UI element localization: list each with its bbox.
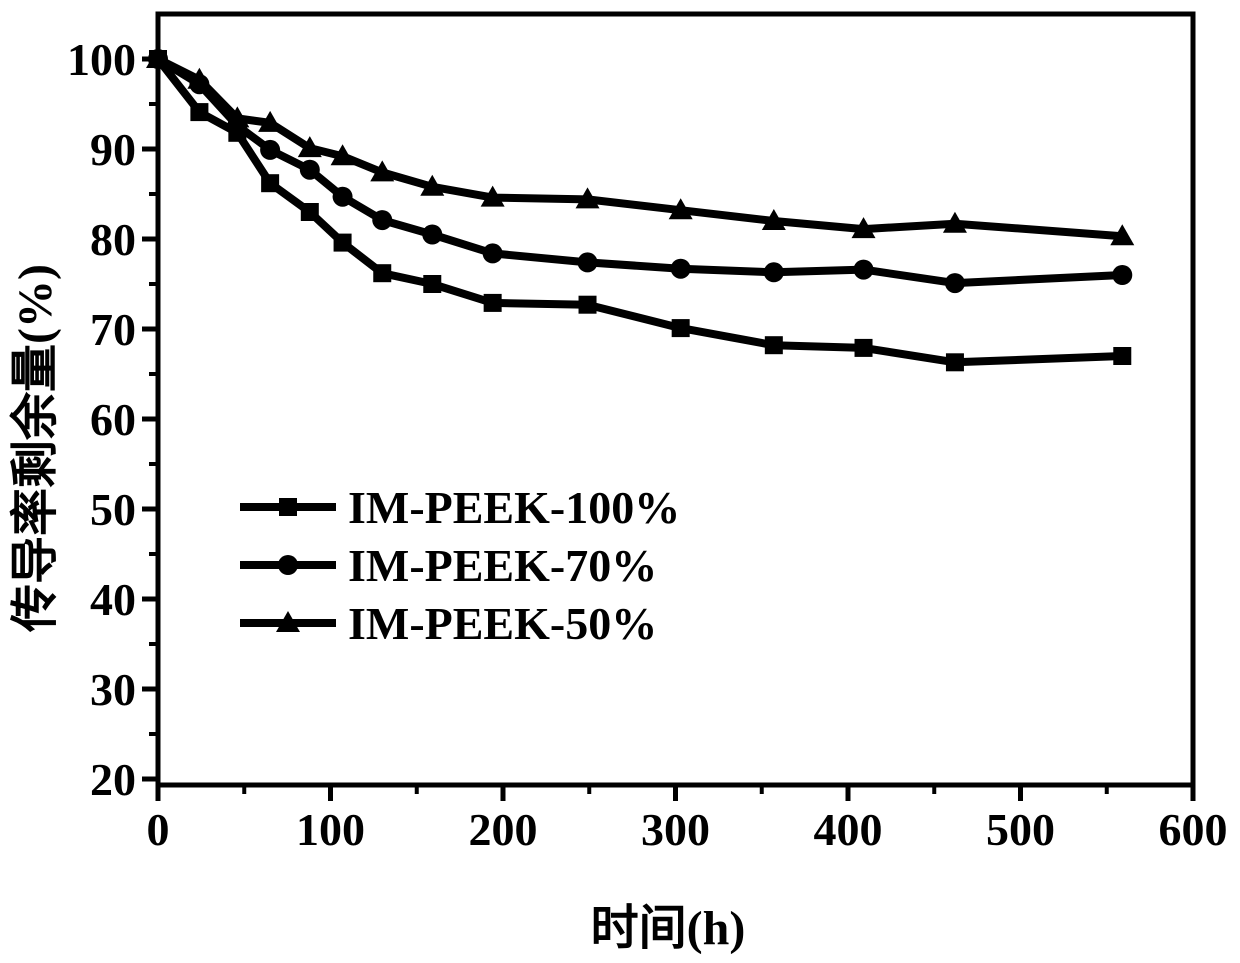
- x-tick-label: 0: [147, 804, 170, 855]
- marker-circle: [482, 243, 503, 264]
- marker-square: [1113, 347, 1132, 365]
- marker-circle: [372, 210, 393, 231]
- marker-circle: [332, 186, 353, 207]
- marker-square: [671, 319, 690, 338]
- legend-label: IM-PEEK-100%: [348, 482, 680, 533]
- marker-square: [483, 293, 502, 312]
- y-tick-label: 60: [90, 394, 136, 445]
- x-tick-label: 200: [469, 804, 538, 855]
- marker-circle: [1112, 265, 1133, 285]
- y-tick-label: 50: [90, 484, 136, 535]
- marker-square: [945, 353, 964, 372]
- marker-triangle: [297, 136, 322, 158]
- y-tick-label: 40: [90, 574, 136, 625]
- marker-square: [764, 336, 783, 355]
- x-tick-label: 100: [296, 804, 365, 855]
- x-tick-label: 300: [641, 804, 710, 855]
- marker-circle: [670, 258, 691, 279]
- marker-triangle: [420, 174, 445, 196]
- marker-triangle: [480, 185, 505, 207]
- marker-triangle: [1110, 224, 1135, 246]
- marker-square: [578, 295, 597, 314]
- marker-circle: [299, 159, 320, 180]
- y-tick-label: 20: [90, 754, 136, 805]
- marker-square: [373, 264, 392, 283]
- legend-marker-square: [279, 498, 297, 516]
- legend-label: IM-PEEK-50%: [348, 598, 657, 649]
- y-axis-title: 传导率剩余量(%): [9, 264, 62, 632]
- legend-label: IM-PEEK-70%: [348, 540, 657, 591]
- legend-marker-circle: [278, 555, 298, 575]
- marker-triangle: [761, 209, 786, 230]
- marker-square: [261, 174, 280, 193]
- marker-triangle: [668, 198, 693, 220]
- y-tick-label: 90: [90, 124, 136, 175]
- marker-triangle: [146, 47, 170, 68]
- marker-triangle: [187, 67, 212, 89]
- x-axis-title: 时间(h): [590, 902, 746, 955]
- legend-marker-triangle: [276, 611, 300, 632]
- x-tick-label: 500: [986, 804, 1055, 855]
- marker-triangle: [942, 211, 967, 233]
- marker-square: [854, 338, 873, 357]
- marker-triangle: [851, 217, 876, 239]
- x-tick-label: 600: [1159, 804, 1228, 855]
- marker-triangle: [330, 144, 355, 166]
- marker-square: [333, 233, 352, 252]
- marker-square: [300, 203, 319, 221]
- marker-circle: [853, 259, 874, 280]
- marker-circle: [577, 252, 598, 273]
- marker-circle: [944, 273, 965, 294]
- marker-circle: [260, 139, 281, 160]
- x-tick-label: 400: [814, 804, 883, 855]
- marker-circle: [422, 224, 443, 245]
- y-tick-label: 100: [67, 34, 136, 85]
- marker-square: [190, 103, 209, 122]
- marker-triangle: [575, 187, 600, 209]
- plot-frame: [155, 11, 1196, 788]
- marker-triangle: [258, 110, 283, 132]
- y-tick-label: 80: [90, 214, 136, 265]
- marker-triangle: [370, 160, 395, 182]
- marker-triangle: [225, 106, 250, 128]
- y-tick-label: 30: [90, 664, 136, 715]
- marker-square: [423, 275, 442, 293]
- y-tick-label: 70: [90, 304, 136, 355]
- marker-circle: [763, 262, 784, 283]
